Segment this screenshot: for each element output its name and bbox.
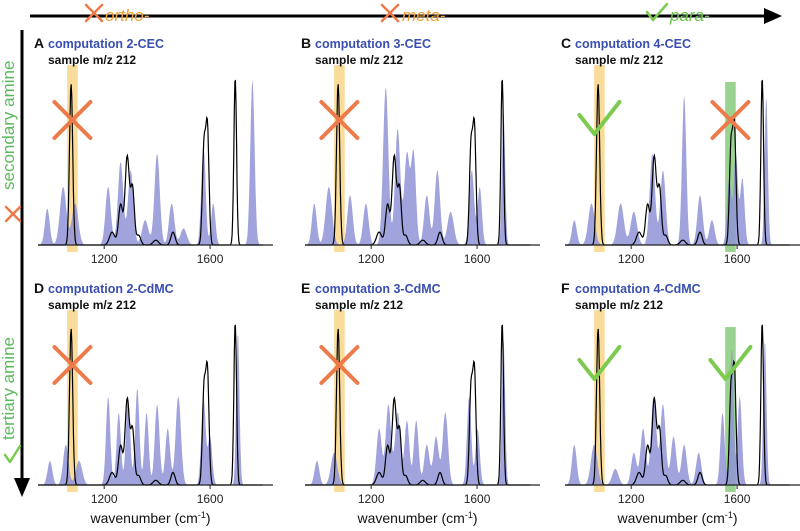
row-tertiary-text: tertiary amine	[0, 337, 18, 440]
x-axis-title-main: wavenumber (cm	[356, 510, 464, 526]
left-axis-arrow	[14, 30, 30, 497]
row-label-secondary: secondary amine	[0, 61, 22, 223]
panel-b: 1200 1600 B computation 3-CEC sample m/z 212	[301, 35, 540, 266]
panel-title: computation 3-CdMC	[315, 282, 441, 296]
cross-icon	[84, 3, 104, 23]
row-secondary-text: secondary amine	[0, 61, 18, 190]
x-tick-label: 1200	[358, 252, 385, 266]
x-tick-label: 1600	[197, 252, 224, 266]
x-axis-title-main: wavenumber (cm	[616, 510, 724, 526]
x-axis-title-close: )	[206, 510, 211, 526]
row-label-tertiary: tertiary amine	[0, 337, 22, 464]
column-label-para: para-	[645, 2, 710, 25]
cross-icon	[52, 100, 93, 140]
x-tick-label: 1600	[724, 252, 751, 266]
x-tick-label: 1200	[91, 252, 118, 266]
computed-spectrum	[38, 78, 263, 246]
cross-icon	[319, 345, 360, 385]
column-para-text: para-	[669, 6, 710, 25]
column-label-meta: meta-	[380, 3, 446, 25]
computed-spectrum	[305, 341, 530, 485]
cross-icon	[52, 345, 93, 385]
panel-sample-label: sample m/z 212	[575, 53, 663, 67]
x-tick-label: 1600	[464, 492, 491, 506]
panel-letter: B	[301, 35, 311, 51]
panel-c: 1200 1600 C computation 4-CEC sample m/z 212	[561, 35, 800, 266]
panel-sample-label: sample m/z 212	[48, 298, 136, 312]
panel-letter: F	[561, 280, 570, 296]
x-tick-label: 1600	[197, 492, 224, 506]
panel-letter: D	[34, 280, 44, 296]
computed-spectrum	[38, 335, 263, 485]
x-tick-label: 1600	[464, 252, 491, 266]
panel-letter: E	[301, 280, 310, 296]
check-icon	[577, 100, 622, 136]
x-axis-title-close: )	[733, 510, 738, 526]
panel-grid: 1200 1600 A computation 2-CEC sample m/z 212…	[34, 35, 800, 526]
panel-a: 1200 1600 A computation 2-CEC sample m/z 212	[34, 35, 273, 266]
x-axis-title: wavenumber (cm-1)	[356, 510, 477, 526]
cross-icon	[710, 100, 751, 140]
panel-title: computation 4-CEC	[575, 37, 691, 51]
panel-title: computation 3-CEC	[315, 37, 431, 51]
x-axis-title-sup: -1	[725, 510, 733, 520]
panel-title: computation 4-CdMC	[575, 282, 701, 296]
x-axis-title: wavenumber (cm-1)	[616, 510, 737, 526]
panel-sample-label: sample m/z 212	[315, 298, 403, 312]
cross-icon	[319, 100, 360, 140]
check-icon	[645, 2, 669, 22]
x-axis-title-main: wavenumber (cm	[89, 510, 197, 526]
x-tick-label: 1200	[358, 492, 385, 506]
computed-spectrum	[565, 95, 790, 245]
panel-e: 1200 1600 E computation 3-CdMC sample m/z 21…	[301, 280, 540, 526]
computed-spectrum	[305, 87, 530, 245]
panel-f: 1200 1600 F computation 4-CdMC sample m/z 21…	[561, 280, 800, 526]
x-tick-label: 1200	[91, 492, 118, 506]
panel-letter: C	[561, 35, 571, 51]
panel-title: computation 2-CEC	[48, 37, 164, 51]
computed-spectrum	[565, 343, 790, 485]
x-axis-title-sup: -1	[465, 510, 473, 520]
panel-sample-label: sample m/z 212	[575, 298, 663, 312]
panel-sample-label: sample m/z 212	[48, 53, 136, 67]
panel-sample-label: sample m/z 212	[315, 53, 403, 67]
x-axis-title-sup: -1	[198, 510, 206, 520]
check-icon	[3, 444, 22, 464]
x-axis-title: wavenumber (cm-1)	[89, 510, 210, 526]
top-axis-arrow	[30, 8, 782, 24]
panel-d: 1200 1600 D computation 2-CdMC sample m/z 21…	[34, 280, 273, 526]
x-axis-title-close: )	[473, 510, 478, 526]
column-meta-text: meta-	[402, 6, 446, 25]
cross-icon	[380, 3, 400, 23]
cross-icon	[4, 205, 22, 223]
check-icon	[708, 345, 753, 381]
column-ortho-text: ortho-	[105, 6, 150, 25]
check-icon	[577, 345, 622, 381]
panel-title: computation 2-CdMC	[48, 282, 174, 296]
column-label-ortho: ortho-	[84, 3, 150, 25]
x-tick-label: 1200	[618, 492, 645, 506]
x-tick-label: 1600	[724, 492, 751, 506]
x-tick-label: 1200	[618, 252, 645, 266]
panel-letter: A	[34, 35, 44, 51]
